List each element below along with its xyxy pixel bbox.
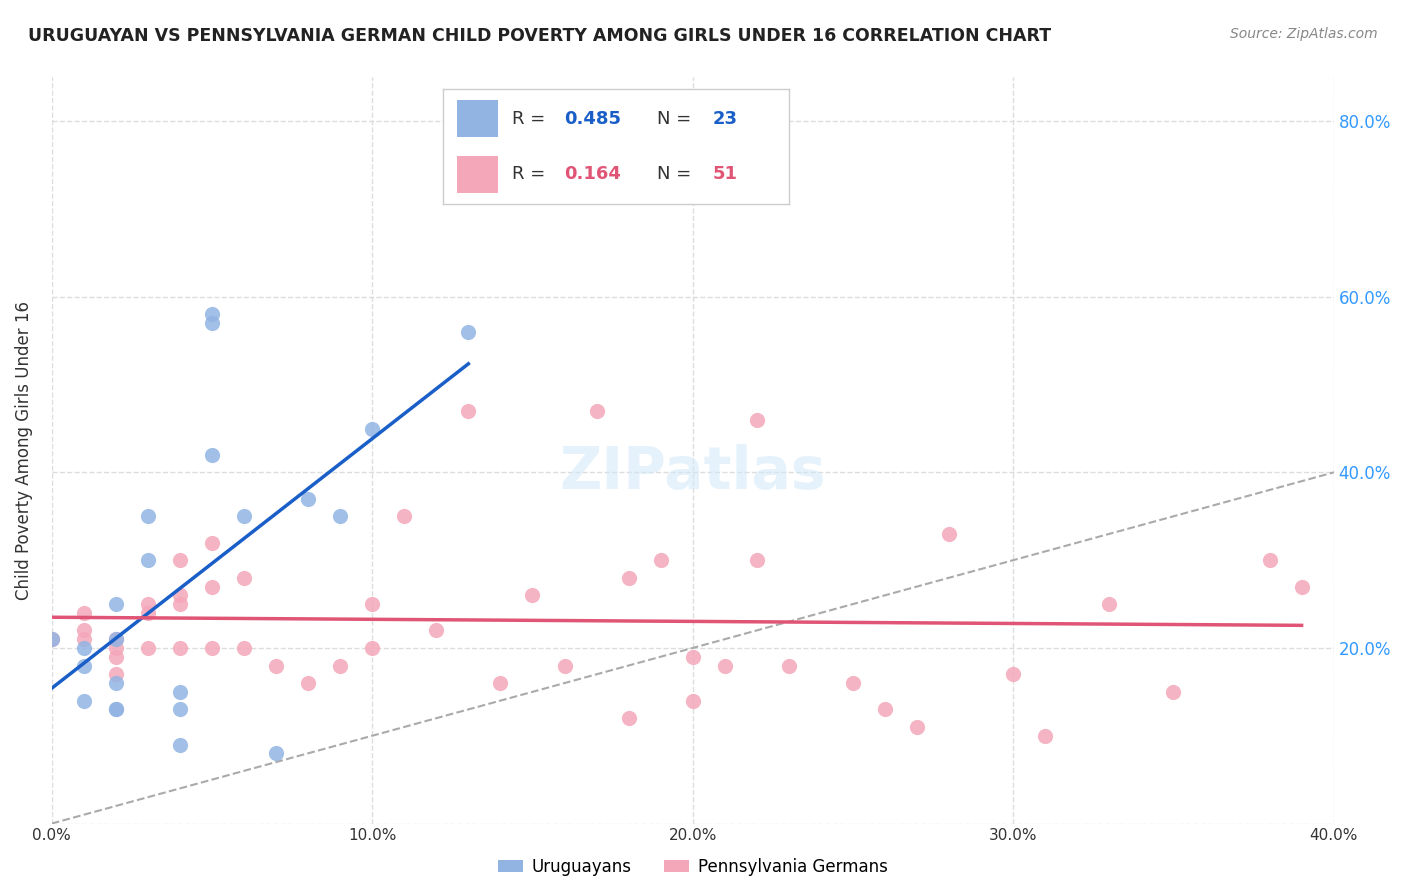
Point [73,606,96,620]
Point [361,597,384,611]
Point [457,325,479,339]
Point [938,527,960,541]
Point [522,588,544,602]
Y-axis label: Child Poverty Among Girls Under 16: Child Poverty Among Girls Under 16 [15,301,32,600]
Point [585,404,607,418]
Point [682,649,704,664]
Point [1258,553,1281,567]
Point [104,632,127,647]
Point [169,640,191,655]
Point [650,553,672,567]
Point [136,606,159,620]
Point [201,307,224,321]
Point [617,711,640,725]
Point [169,597,191,611]
Point [73,640,96,655]
Point [553,658,575,673]
Point [233,509,256,524]
Point [297,491,319,506]
Point [842,676,865,690]
Point [905,720,928,734]
Point [1002,667,1025,681]
Point [201,580,224,594]
Legend: Uruguayans, Pennsylvania Germans: Uruguayans, Pennsylvania Germans [491,851,894,882]
Point [201,316,224,330]
Point [104,702,127,716]
Point [745,413,768,427]
Point [233,640,256,655]
Point [73,624,96,638]
Text: URUGUAYAN VS PENNSYLVANIA GERMAN CHILD POVERTY AMONG GIRLS UNDER 16 CORRELATION : URUGUAYAN VS PENNSYLVANIA GERMAN CHILD P… [28,27,1052,45]
Point [1291,580,1313,594]
Point [394,509,416,524]
Point [1033,729,1056,743]
Text: Source: ZipAtlas.com: Source: ZipAtlas.com [1230,27,1378,41]
Point [73,693,96,707]
Point [169,588,191,602]
Point [361,421,384,435]
Point [233,571,256,585]
Point [297,676,319,690]
Point [136,553,159,567]
Point [201,535,224,549]
Point [41,632,63,647]
Point [104,597,127,611]
Point [136,640,159,655]
Point [329,658,352,673]
Point [425,624,447,638]
Point [489,676,512,690]
Point [778,658,800,673]
Point [1163,685,1185,699]
Point [104,676,127,690]
Point [457,404,479,418]
Point [73,658,96,673]
Text: ZIPatlas: ZIPatlas [560,444,825,501]
Point [713,658,735,673]
Point [329,509,352,524]
Point [201,448,224,462]
Point [169,685,191,699]
Point [264,658,287,673]
Point [361,640,384,655]
Point [136,509,159,524]
Point [104,632,127,647]
Point [136,597,159,611]
Point [104,667,127,681]
Point [1098,597,1121,611]
Point [682,693,704,707]
Point [73,632,96,647]
Point [169,553,191,567]
Point [201,640,224,655]
Point [104,640,127,655]
Point [745,553,768,567]
Point [169,702,191,716]
Point [617,571,640,585]
Point [104,702,127,716]
Point [41,632,63,647]
Point [104,649,127,664]
Point [264,747,287,761]
Point [873,702,896,716]
Point [169,738,191,752]
